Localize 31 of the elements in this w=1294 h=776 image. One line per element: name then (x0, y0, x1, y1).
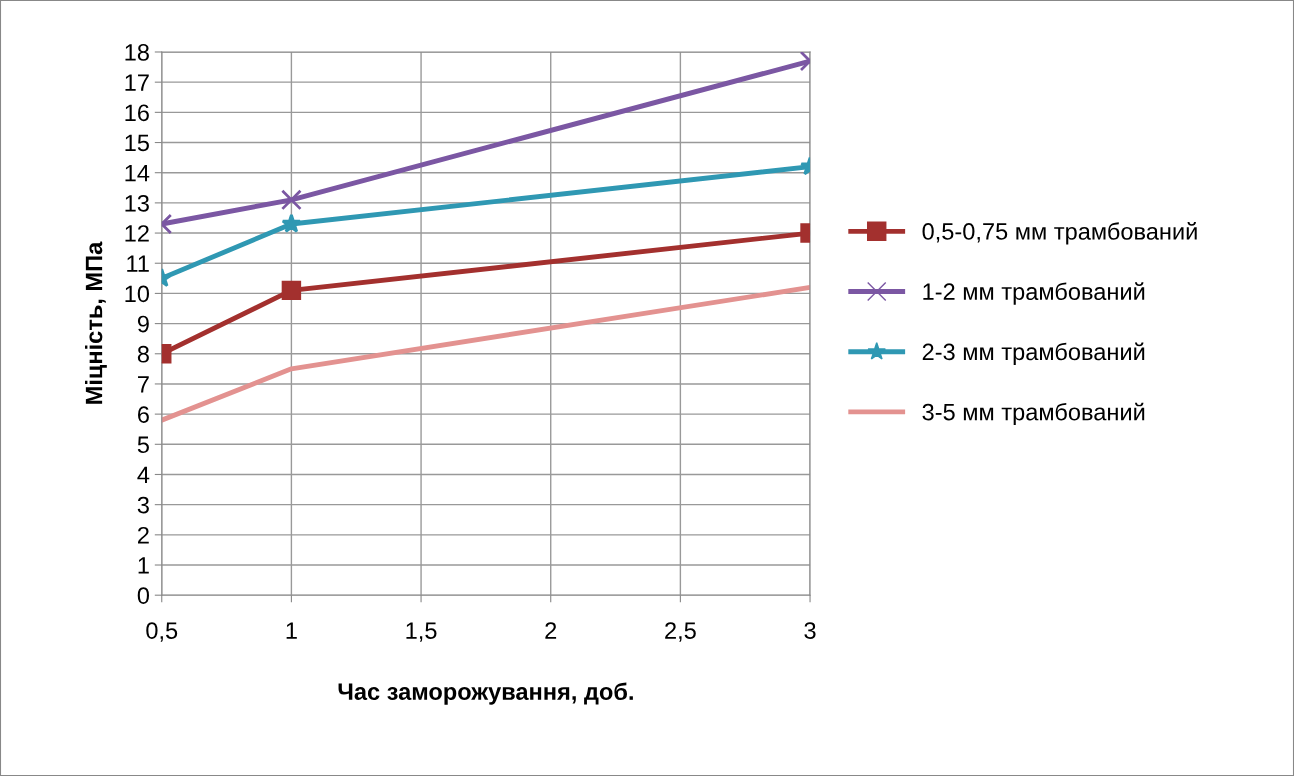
x-tick-label: 3 (804, 622, 816, 639)
y-axis-title: Міцність, МПа (85, 241, 107, 404)
x-tick-label: 2 (545, 622, 557, 639)
legend-label: 1-2 мм трамбований (923, 282, 1145, 305)
y-tick-label: 6 (138, 406, 149, 423)
y-tick-label: 8 (137, 345, 149, 363)
y-tick-label: 7 (138, 376, 149, 393)
legend-label: 3-5 мм трамбований (922, 402, 1145, 426)
legend-label: 2-3 мм трамбований (922, 342, 1145, 365)
y-tick-label: 4 (137, 466, 150, 484)
y-tick-label: 11 (127, 255, 149, 272)
x-tick-label: 2,5 (665, 622, 696, 642)
y-tick-label: 2 (138, 526, 149, 544)
legend-label: 0,5-0,75 мм трамбований (922, 222, 1197, 245)
x-tick-label: 1 (286, 622, 297, 639)
y-tick-label: 17 (125, 74, 149, 91)
x-tick-label: 1,5 (406, 622, 437, 642)
y-tick-label: 12 (125, 225, 149, 242)
y-tick-label: 3 (137, 496, 149, 514)
y-tick-label: 13 (125, 194, 149, 212)
y-tick-label: 10 (125, 285, 150, 303)
y-tick-label: 16 (125, 104, 149, 122)
y-tick-label: 1 (138, 557, 149, 574)
y-tick-label: 18 (125, 44, 149, 61)
y-tick-label: 15 (125, 134, 149, 152)
y-tick-label: 14 (125, 165, 150, 182)
y-tick-label: 0 (137, 587, 150, 604)
y-tick-label: 5 (137, 436, 149, 454)
x-axis-title: Час заморожування, доб. (338, 682, 633, 705)
y-tick-label: 9 (137, 315, 149, 333)
x-tick-label: 0,5 (146, 622, 178, 642)
